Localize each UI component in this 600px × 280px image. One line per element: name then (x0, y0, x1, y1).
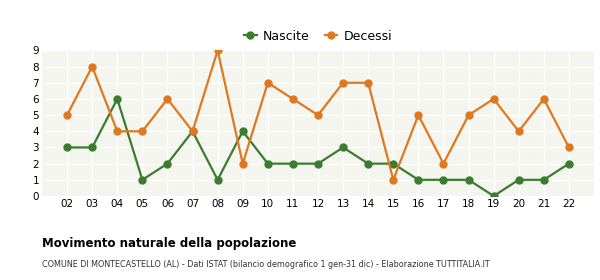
Decessi (239, 162, 247, 165)
Nascite (465, 178, 472, 181)
Nascite (64, 146, 71, 149)
Text: COMUNE DI MONTECASTELLO (AL) - Dati ISTAT (bilancio demografico 1 gen-31 dic) - : COMUNE DI MONTECASTELLO (AL) - Dati ISTA… (42, 260, 490, 269)
Nascite (239, 130, 247, 133)
Nascite (565, 162, 572, 165)
Nascite (264, 162, 271, 165)
Decessi (164, 97, 171, 101)
Legend: Nascite, Decessi: Nascite, Decessi (239, 25, 397, 48)
Decessi (289, 97, 296, 101)
Decessi (490, 97, 497, 101)
Decessi (565, 146, 572, 149)
Nascite (515, 178, 523, 181)
Nascite (89, 146, 96, 149)
Nascite (540, 178, 547, 181)
Decessi (465, 113, 472, 117)
Decessi (389, 178, 397, 181)
Decessi (264, 81, 271, 85)
Decessi (415, 113, 422, 117)
Decessi (113, 130, 121, 133)
Nascite (289, 162, 296, 165)
Nascite (113, 97, 121, 101)
Decessi (214, 49, 221, 52)
Nascite (189, 130, 196, 133)
Nascite (389, 162, 397, 165)
Decessi (440, 162, 447, 165)
Decessi (515, 130, 523, 133)
Nascite (340, 146, 347, 149)
Line: Decessi: Decessi (64, 47, 572, 183)
Decessi (340, 81, 347, 85)
Text: Movimento naturale della popolazione: Movimento naturale della popolazione (42, 237, 296, 249)
Nascite (214, 178, 221, 181)
Decessi (64, 113, 71, 117)
Nascite (490, 194, 497, 198)
Decessi (314, 113, 322, 117)
Line: Nascite: Nascite (64, 95, 572, 199)
Nascite (314, 162, 322, 165)
Decessi (189, 130, 196, 133)
Decessi (139, 130, 146, 133)
Nascite (415, 178, 422, 181)
Decessi (365, 81, 372, 85)
Nascite (139, 178, 146, 181)
Nascite (440, 178, 447, 181)
Decessi (89, 65, 96, 68)
Nascite (365, 162, 372, 165)
Decessi (540, 97, 547, 101)
Nascite (164, 162, 171, 165)
